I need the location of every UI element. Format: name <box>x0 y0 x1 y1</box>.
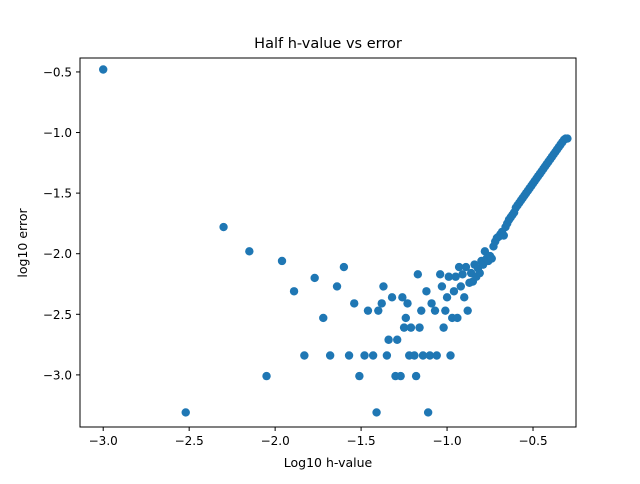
data-point <box>410 351 419 360</box>
x-tick-label: −1.0 <box>432 434 461 448</box>
data-point <box>382 351 392 360</box>
y-axis-label: log10 error <box>15 208 30 278</box>
chart-title: Half h-value vs error <box>254 36 402 52</box>
data-point <box>442 293 452 302</box>
data-point <box>441 306 450 315</box>
data-point <box>99 65 108 74</box>
x-tick-label: −3.0 <box>89 434 118 448</box>
data-point <box>360 351 369 360</box>
x-tick-label: −2.0 <box>261 434 290 448</box>
data-point <box>415 323 424 332</box>
data-point <box>456 282 466 291</box>
points-layer <box>99 65 572 417</box>
data-point <box>289 287 299 296</box>
data-point <box>363 306 373 315</box>
y-tick-label: −1.5 <box>43 187 72 201</box>
y-tick-label: −2.0 <box>43 247 72 261</box>
data-point <box>423 408 433 417</box>
data-point <box>339 262 349 272</box>
data-point <box>425 351 435 360</box>
y-tick-label: −2.5 <box>43 308 72 322</box>
data-point <box>460 293 469 302</box>
data-point <box>344 351 354 360</box>
data-point <box>406 323 416 332</box>
y-tick-label: −0.5 <box>43 65 72 79</box>
data-point <box>454 262 464 272</box>
data-point <box>387 293 397 302</box>
data-point <box>355 371 364 381</box>
data-point <box>418 351 428 360</box>
data-point <box>446 351 455 360</box>
data-point <box>332 282 342 291</box>
data-point <box>245 247 254 256</box>
data-point <box>374 306 383 315</box>
data-point <box>563 134 572 143</box>
data-point <box>219 222 228 232</box>
data-point <box>379 282 388 291</box>
data-point <box>487 254 496 263</box>
x-tick-label: −2.5 <box>175 434 204 448</box>
data-point <box>310 273 319 283</box>
plot-area <box>80 58 576 427</box>
x-axis-ticks: −3.0 −2.5 −2.0 −1.5 −1.0 −0.5 <box>89 427 548 448</box>
y-tick-label: −1.0 <box>43 126 72 140</box>
data-point <box>384 335 393 344</box>
data-point <box>181 408 190 417</box>
x-tick-label: −1.5 <box>347 434 376 448</box>
data-point <box>461 262 471 272</box>
data-point <box>398 293 407 302</box>
data-point <box>444 272 453 281</box>
data-point <box>437 282 447 291</box>
axes-frame <box>79 57 577 428</box>
data-point <box>325 351 335 360</box>
data-point <box>427 299 436 308</box>
data-point <box>449 287 459 296</box>
x-tick-label: −0.5 <box>518 434 547 448</box>
data-point <box>453 313 462 323</box>
data-point <box>422 287 431 296</box>
data-point <box>411 371 421 381</box>
data-point <box>262 371 271 381</box>
y-tick-label: −3.0 <box>43 368 72 382</box>
data-point <box>300 351 309 360</box>
data-point <box>368 351 378 360</box>
data-point <box>430 306 440 315</box>
y-axis-ticks: −0.5 −1.0 −1.5 −2.0 −2.5 −3.0 <box>43 65 80 382</box>
data-point <box>499 231 508 240</box>
data-point <box>401 313 410 323</box>
data-point <box>377 299 386 308</box>
data-point <box>319 313 328 323</box>
data-point <box>435 270 445 279</box>
data-point <box>413 270 423 279</box>
x-axis-label: Log10 h-value <box>284 455 373 470</box>
data-point <box>277 256 287 266</box>
data-point <box>458 270 467 279</box>
data-point <box>417 306 426 315</box>
data-point <box>399 323 409 332</box>
data-point <box>475 268 484 278</box>
data-point <box>432 351 441 360</box>
data-point <box>350 299 359 308</box>
data-point <box>439 323 448 332</box>
data-point <box>372 408 381 417</box>
data-point <box>403 299 412 308</box>
data-point <box>451 272 460 281</box>
data-point <box>396 371 405 381</box>
data-point <box>393 335 402 344</box>
data-point <box>463 306 472 315</box>
